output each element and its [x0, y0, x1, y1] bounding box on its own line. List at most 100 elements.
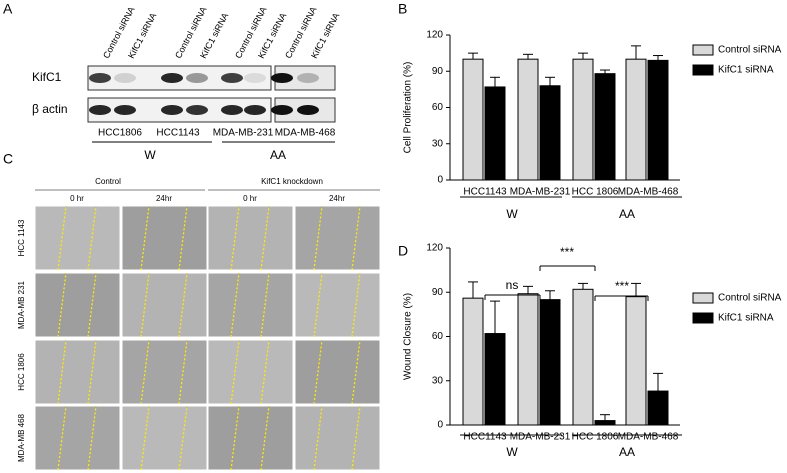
- y-tick-label: 120: [426, 243, 443, 254]
- wound-edge: [313, 272, 323, 338]
- blot-row-label: KifC1: [32, 70, 62, 84]
- bar: [462, 58, 484, 181]
- group-label: W: [144, 148, 156, 162]
- wound-edge: [260, 339, 270, 405]
- bar: [625, 296, 647, 426]
- blot-band: [221, 105, 243, 115]
- legend-swatch: [692, 312, 714, 324]
- wound-image: [207, 205, 294, 271]
- wound-image: [207, 339, 294, 405]
- wound-image: [121, 405, 208, 471]
- blot-band: [186, 73, 208, 83]
- cell-line-label: MDA-MB-468: [275, 128, 336, 139]
- wound-image: [34, 405, 121, 471]
- annotation: ***: [560, 245, 574, 259]
- wound-edge: [140, 272, 150, 338]
- bar: [539, 85, 561, 181]
- bar: [647, 390, 669, 426]
- x-tick-label: HCC 1806: [572, 187, 619, 198]
- wound-edge: [57, 339, 67, 405]
- bar: [484, 333, 506, 426]
- wound-edge: [178, 205, 188, 271]
- blot-band: [114, 105, 136, 115]
- wound-image: [294, 272, 381, 338]
- wound-edge: [230, 405, 240, 471]
- legend-label: KifC1 siRNA: [718, 65, 774, 76]
- wound-edge: [313, 205, 323, 271]
- wound-edge: [140, 205, 150, 271]
- wound-edge: [260, 405, 270, 471]
- blot-band: [271, 105, 293, 115]
- blot-band: [89, 105, 111, 115]
- wound-image: [207, 272, 294, 338]
- cell-line-label: HCC 1143: [17, 219, 26, 256]
- group-label: AA: [270, 148, 286, 162]
- annotation: *: [495, 341, 500, 355]
- wound-edge: [87, 339, 97, 405]
- time-label: 24hr: [156, 194, 172, 203]
- group-label: AA: [619, 207, 635, 221]
- time-label: 0 hr: [243, 194, 257, 203]
- wound-edge: [140, 339, 150, 405]
- legend-label: Control siRNA: [718, 45, 782, 56]
- wound-edge: [230, 339, 240, 405]
- x-tick-label: HCC 1806: [572, 432, 619, 443]
- annotation: ns: [506, 278, 519, 292]
- bar: [484, 86, 506, 181]
- wound-image: [34, 272, 121, 338]
- blot-band: [89, 73, 111, 83]
- bar: [517, 58, 539, 181]
- y-tick-label: 0: [437, 420, 443, 431]
- wound-edge: [57, 405, 67, 471]
- cell-line-label: HCC 1806: [17, 353, 26, 391]
- wound-edge: [57, 272, 67, 338]
- wound-edge: [351, 205, 361, 271]
- blot-band: [161, 105, 183, 115]
- wound-edge: [178, 405, 188, 471]
- y-tick-label: 90: [432, 287, 444, 298]
- bar: [594, 420, 616, 426]
- wound-edge: [351, 272, 361, 338]
- y-tick-label: 60: [432, 102, 444, 113]
- legend-label: Control siRNA: [718, 293, 782, 304]
- condition-label: Control: [95, 177, 121, 186]
- wound-image: [294, 205, 381, 271]
- cell-line-label: MDA-MB 468: [17, 413, 26, 462]
- x-tick-label: MDA-MB-231: [510, 432, 571, 443]
- blot-band: [244, 105, 266, 115]
- bar: [462, 297, 484, 426]
- wound-image: [294, 405, 381, 471]
- y-tick-label: 120: [426, 30, 443, 41]
- panel-letter: D: [398, 243, 408, 259]
- blot-band: [221, 73, 243, 83]
- group-label: W: [506, 207, 518, 221]
- wound-edge: [87, 405, 97, 471]
- bar: [572, 288, 594, 426]
- panel-letter: C: [3, 151, 13, 167]
- blot-band: [186, 105, 208, 115]
- condition-label: KifC1 knockdown: [261, 177, 323, 186]
- wound-edge: [57, 205, 67, 271]
- bar: [594, 73, 616, 181]
- wound-edge: [351, 339, 361, 405]
- y-axis-label: Cell Proliferation (%): [403, 62, 414, 154]
- blot-row-label: β actin: [32, 102, 68, 116]
- wound-edge: [87, 272, 97, 338]
- x-tick-label: MDA-MB-468: [618, 187, 679, 198]
- wound-image: [121, 339, 208, 405]
- y-tick-label: 0: [437, 175, 443, 186]
- wound-image: [34, 339, 121, 405]
- blot-band: [244, 73, 266, 83]
- legend-swatch: [692, 292, 714, 304]
- blot-band: [271, 73, 293, 83]
- annotation: ***: [615, 279, 629, 293]
- x-tick-label: MDA-MB-468: [618, 432, 679, 443]
- cell-line-label: HCC1143: [156, 128, 200, 139]
- bar: [517, 293, 539, 426]
- panel-letter: B: [398, 1, 407, 17]
- cell-line-label: MDA-MB 231: [17, 280, 26, 329]
- bar: [647, 59, 669, 181]
- x-tick-label: HCC1143: [463, 187, 507, 198]
- wound-edge: [140, 405, 150, 471]
